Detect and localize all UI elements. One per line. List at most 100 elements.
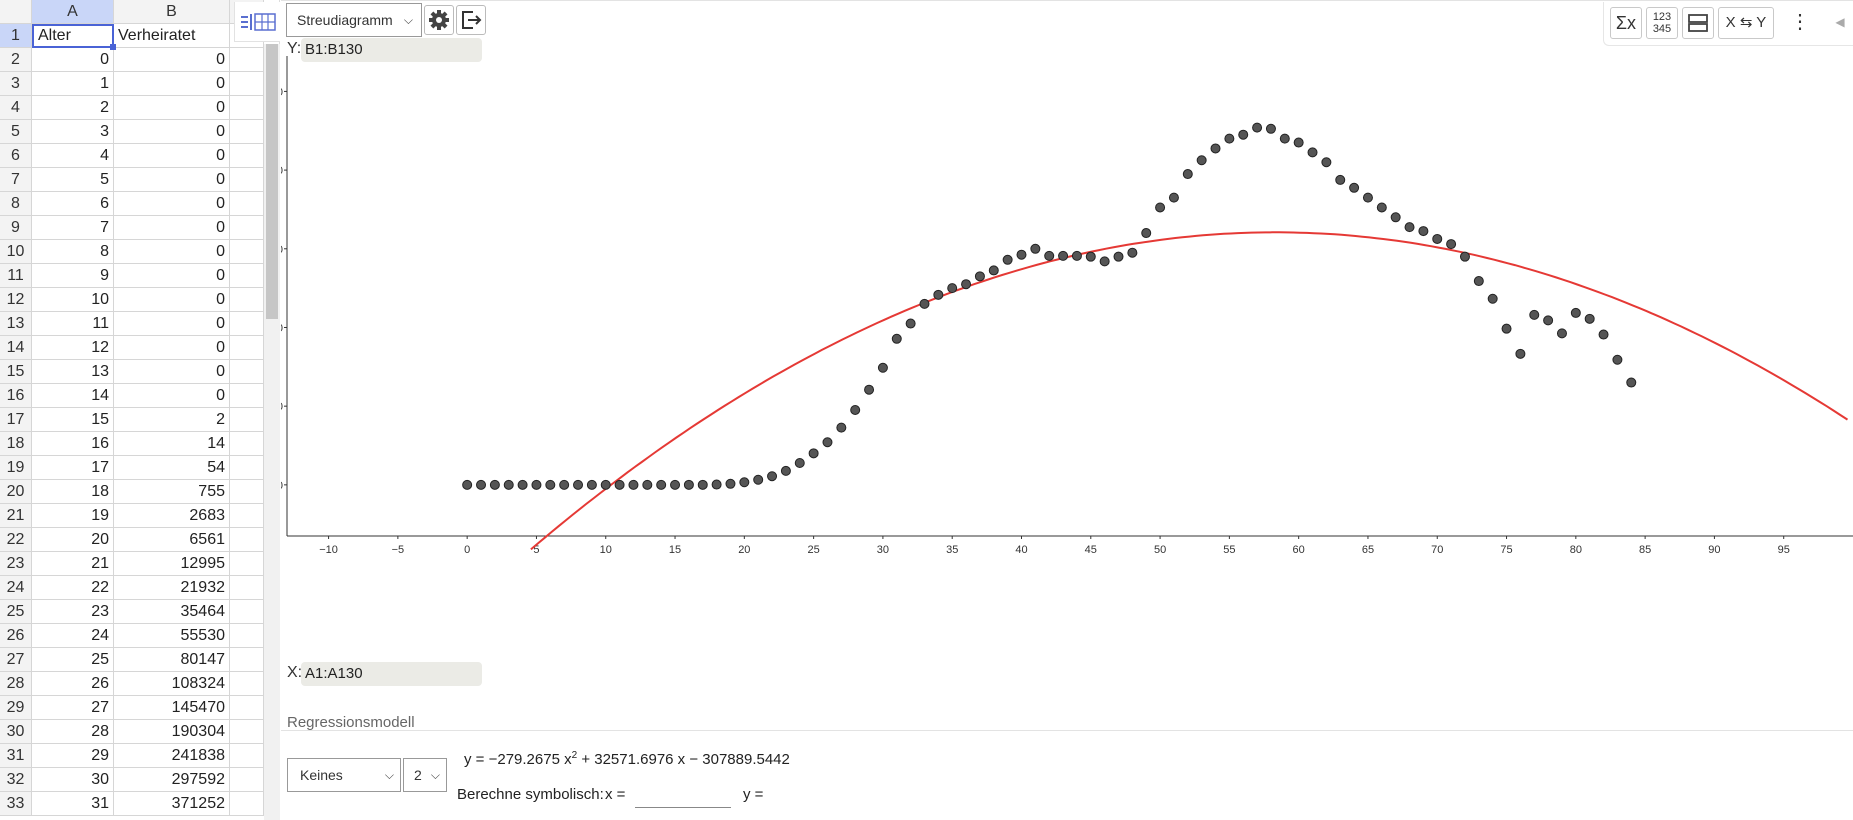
row-number[interactable]: 9 — [0, 216, 32, 240]
cell-b[interactable]: 0 — [114, 264, 230, 288]
row-number[interactable]: 4 — [0, 96, 32, 120]
cell-a[interactable]: 17 — [32, 456, 114, 480]
polynomial-degree-dropdown[interactable]: 2 ⌵ — [403, 758, 447, 792]
cell-c[interactable] — [230, 408, 264, 432]
cell-a[interactable]: 21 — [32, 552, 114, 576]
cell-c[interactable] — [230, 720, 264, 744]
spreadsheet-scrollbar[interactable] — [264, 44, 280, 820]
cell-c[interactable] — [230, 336, 264, 360]
row-number[interactable]: 33 — [0, 792, 32, 816]
data-button[interactable]: 123 345 — [1646, 7, 1678, 39]
cell-c[interactable] — [230, 192, 264, 216]
cell-a[interactable]: 0 — [32, 48, 114, 72]
row-number[interactable]: 3 — [0, 72, 32, 96]
cell-b[interactable]: 0 — [114, 360, 230, 384]
row-number[interactable]: 23 — [0, 552, 32, 576]
cell-a[interactable]: 13 — [32, 360, 114, 384]
row-number[interactable]: 7 — [0, 168, 32, 192]
cell-b[interactable]: 0 — [114, 192, 230, 216]
cell-b[interactable]: 2 — [114, 408, 230, 432]
cell-c[interactable] — [230, 600, 264, 624]
cell-a[interactable]: 7 — [32, 216, 114, 240]
cell-b[interactable]: 0 — [114, 384, 230, 408]
row-number[interactable]: 26 — [0, 624, 32, 648]
cell-b[interactable]: 755 — [114, 480, 230, 504]
row-number[interactable]: 29 — [0, 696, 32, 720]
cell-c[interactable] — [230, 456, 264, 480]
cell-a[interactable]: 16 — [32, 432, 114, 456]
cell-a[interactable]: 12 — [32, 336, 114, 360]
row-number[interactable]: 20 — [0, 480, 32, 504]
scrollbar-thumb[interactable] — [266, 44, 278, 319]
row-number[interactable]: 19 — [0, 456, 32, 480]
cell-a[interactable]: 29 — [32, 744, 114, 768]
cell-a[interactable]: 14 — [32, 384, 114, 408]
row-number[interactable]: 6 — [0, 144, 32, 168]
cell-c[interactable] — [230, 480, 264, 504]
cell-c[interactable] — [230, 696, 264, 720]
row-number[interactable]: 31 — [0, 744, 32, 768]
cell-b[interactable]: 6561 — [114, 528, 230, 552]
cell-c[interactable] — [230, 168, 264, 192]
row-number[interactable]: 17 — [0, 408, 32, 432]
cell-b[interactable]: 190304 — [114, 720, 230, 744]
cell-c[interactable] — [230, 504, 264, 528]
cell-a[interactable]: 18 — [32, 480, 114, 504]
collapse-icon[interactable]: ◀ — [1830, 7, 1850, 39]
cell-a[interactable]: 23 — [32, 600, 114, 624]
cell-b[interactable]: 0 — [114, 72, 230, 96]
cell-c[interactable] — [230, 792, 264, 816]
row-number[interactable]: 24 — [0, 576, 32, 600]
settings-button[interactable] — [424, 5, 454, 35]
row-number[interactable]: 1 — [0, 24, 32, 48]
cell-b[interactable]: 21932 — [114, 576, 230, 600]
cell-c[interactable] — [230, 264, 264, 288]
cell-a[interactable]: 19 — [32, 504, 114, 528]
row-number[interactable]: 10 — [0, 240, 32, 264]
cell-a[interactable]: 8 — [32, 240, 114, 264]
cell-c[interactable] — [230, 48, 264, 72]
swap-xy-button[interactable]: X ⇆ Y — [1718, 7, 1774, 39]
row-number[interactable]: 25 — [0, 600, 32, 624]
regression-model-dropdown[interactable]: Keines ⌵ — [287, 758, 401, 792]
row-number[interactable]: 28 — [0, 672, 32, 696]
row-number[interactable]: 30 — [0, 720, 32, 744]
row-number[interactable]: 21 — [0, 504, 32, 528]
cell-c[interactable] — [230, 288, 264, 312]
cell-c[interactable] — [230, 96, 264, 120]
export-button[interactable] — [456, 5, 486, 35]
stylebar-toggle-button[interactable] — [234, 2, 280, 42]
cell-c[interactable] — [230, 528, 264, 552]
cell-b[interactable]: 14 — [114, 432, 230, 456]
column-header-b[interactable]: B — [114, 0, 230, 24]
cell-a[interactable]: 11 — [32, 312, 114, 336]
cell-b[interactable]: 55530 — [114, 624, 230, 648]
row-number[interactable]: 16 — [0, 384, 32, 408]
cell-b[interactable]: 0 — [114, 288, 230, 312]
row-number[interactable]: 32 — [0, 768, 32, 792]
cell-b1[interactable]: Verheiratet — [114, 24, 230, 48]
row-number[interactable]: 11 — [0, 264, 32, 288]
cell-b[interactable]: 297592 — [114, 768, 230, 792]
x-value-input[interactable] — [635, 786, 731, 808]
cell-c[interactable] — [230, 216, 264, 240]
cell-a[interactable]: 20 — [32, 528, 114, 552]
cell-a[interactable]: 22 — [32, 576, 114, 600]
cell-b[interactable]: 145470 — [114, 696, 230, 720]
cell-a[interactable]: 25 — [32, 648, 114, 672]
cell-b[interactable]: 0 — [114, 216, 230, 240]
cell-a[interactable]: 10 — [32, 288, 114, 312]
cell-a[interactable]: 26 — [32, 672, 114, 696]
cell-b[interactable]: 241838 — [114, 744, 230, 768]
cell-a[interactable]: 3 — [32, 120, 114, 144]
cell-b[interactable]: 108324 — [114, 672, 230, 696]
cell-c[interactable] — [230, 312, 264, 336]
cell-a[interactable]: 28 — [32, 720, 114, 744]
cell-a[interactable]: 6 — [32, 192, 114, 216]
cell-c[interactable] — [230, 360, 264, 384]
row-number[interactable]: 14 — [0, 336, 32, 360]
cell-c[interactable] — [230, 552, 264, 576]
cell-b[interactable]: 0 — [114, 312, 230, 336]
row-number[interactable]: 13 — [0, 312, 32, 336]
cell-a[interactable]: 24 — [32, 624, 114, 648]
